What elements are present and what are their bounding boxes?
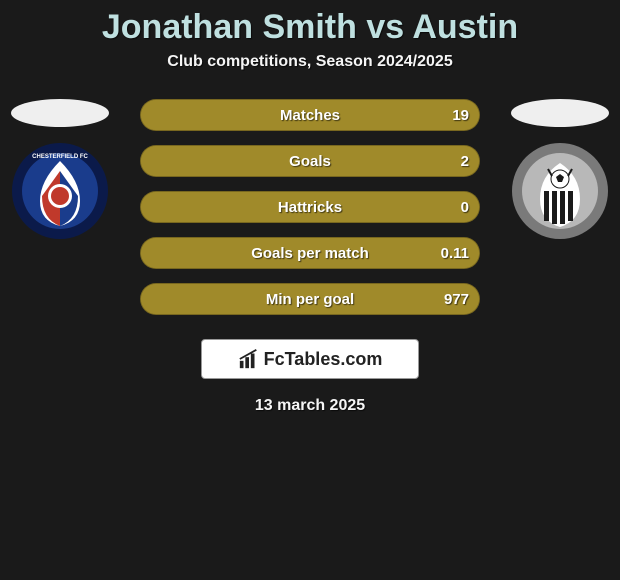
stat-bar: Goals 2	[140, 145, 480, 177]
stat-label: Hattricks	[278, 199, 342, 216]
player2-club-badge	[510, 141, 610, 241]
player2-column	[510, 99, 610, 241]
fctables-logo: FcTables.com	[201, 339, 419, 379]
stat-value-player2: 2	[461, 153, 469, 170]
stat-value-player2: 0	[461, 199, 469, 216]
fctables-label: FcTables.com	[264, 349, 383, 370]
stat-label: Goals	[289, 153, 331, 170]
main-container: Jonathan Smith vs Austin Club competitio…	[0, 0, 620, 580]
svg-text:CHESTERFIELD FC: CHESTERFIELD FC	[32, 154, 88, 160]
stat-label: Goals per match	[251, 245, 369, 262]
stat-label: Matches	[280, 107, 340, 124]
stat-bar: Min per goal 977	[140, 283, 480, 315]
stat-label: Min per goal	[266, 291, 354, 308]
stat-value-player2: 19	[452, 107, 469, 124]
player2-photo-ellipse	[511, 99, 609, 127]
stat-bar: Matches 19	[140, 99, 480, 131]
stats-area: CHESTERFIELD FC	[0, 99, 620, 315]
player1-column: CHESTERFIELD FC	[10, 99, 110, 241]
notts-county-badge-icon	[510, 141, 610, 241]
stat-value-player2: 0.11	[441, 245, 469, 262]
chesterfield-badge-icon: CHESTERFIELD FC	[10, 141, 110, 241]
player1-photo-ellipse	[11, 99, 109, 127]
chart-icon	[238, 348, 260, 370]
stat-bar: Hattricks 0	[140, 191, 480, 223]
stat-bar: Goals per match 0.11	[140, 237, 480, 269]
date-label: 13 march 2025	[255, 397, 365, 415]
stat-value-player2: 977	[444, 291, 469, 308]
player1-club-badge: CHESTERFIELD FC	[10, 141, 110, 241]
page-title: Jonathan Smith vs Austin	[102, 8, 518, 47]
page-subtitle: Club competitions, Season 2024/2025	[167, 53, 452, 71]
